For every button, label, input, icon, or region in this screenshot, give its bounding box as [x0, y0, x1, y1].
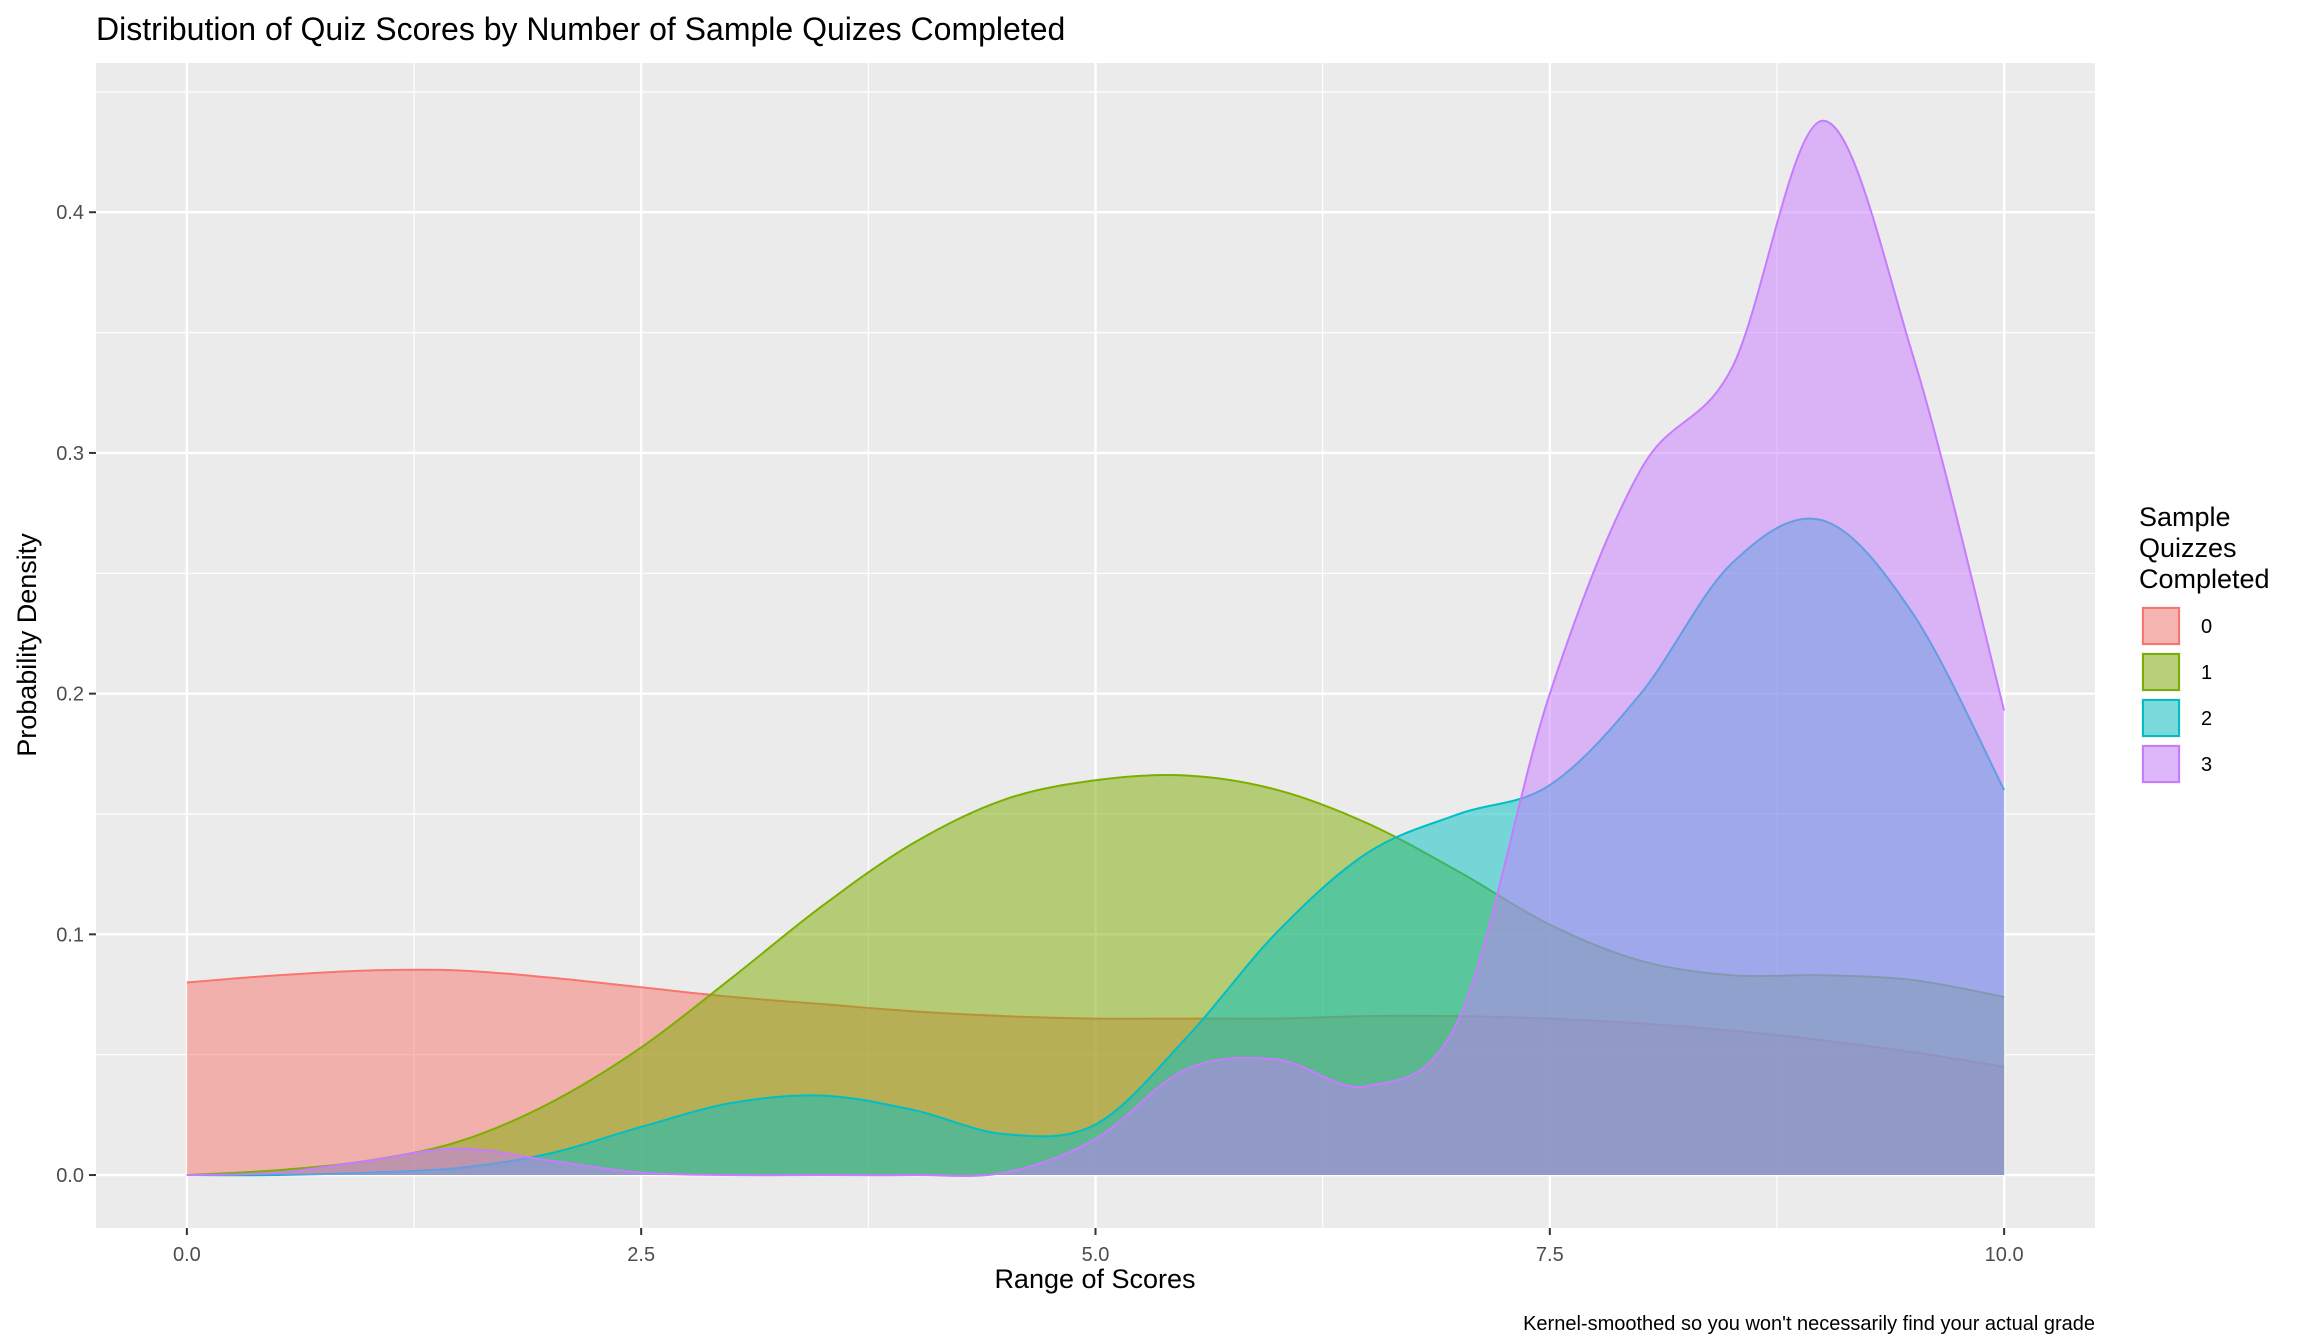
x-tick-label: 7.5 [1536, 1244, 1564, 1266]
x-axis-title: Range of Scores [994, 1264, 1195, 1294]
legend-label-1: 1 [2201, 662, 2212, 684]
chart-title: Distribution of Quiz Scores by Number of… [96, 11, 1065, 47]
y-tick-label: 0.4 [56, 202, 84, 224]
density-series [186, 119, 2006, 1177]
legend: Sample Quizzes Completed 0 1 2 3 [2139, 502, 2270, 784]
y-tick-label: 0.3 [56, 443, 84, 465]
legend-key-0 [2142, 607, 2180, 645]
density-area-3 [186, 120, 2005, 1176]
x-tick-label: 2.5 [627, 1244, 655, 1266]
legend-key-2 [2142, 699, 2180, 737]
y-tick-label: 0.0 [56, 1165, 84, 1187]
legend-title-line: Completed [2139, 564, 2270, 594]
chart-caption: Kernel-smoothed so you won't necessarily… [1523, 1313, 2095, 1335]
legend-key-1 [2142, 653, 2180, 691]
legend-title: Sample Quizzes Completed [2139, 502, 2270, 594]
y-tick-label: 0.1 [56, 924, 84, 946]
y-tick-label: 0.2 [56, 684, 84, 706]
y-axis: 0.0 0.1 0.2 0.3 0.4 [56, 202, 96, 1187]
legend-label-3: 3 [2201, 754, 2212, 776]
density-line-3 [186, 119, 2006, 1177]
legend-title-line: Sample [2139, 502, 2231, 532]
x-tick-label: 10.0 [1985, 1244, 2024, 1266]
x-axis: 0.0 2.5 5.0 7.5 10.0 [173, 1228, 2024, 1266]
legend-label-0: 0 [2201, 616, 2212, 638]
legend-key-3 [2142, 745, 2180, 783]
x-tick-label: 5.0 [1082, 1244, 1110, 1266]
legend-title-line: Quizzes [2139, 533, 2237, 563]
y-axis-title: Probability Density [12, 533, 42, 757]
x-tick-label: 0.0 [173, 1244, 201, 1266]
legend-items: 0 1 2 3 [2141, 606, 2212, 784]
legend-label-2: 2 [2201, 708, 2212, 730]
